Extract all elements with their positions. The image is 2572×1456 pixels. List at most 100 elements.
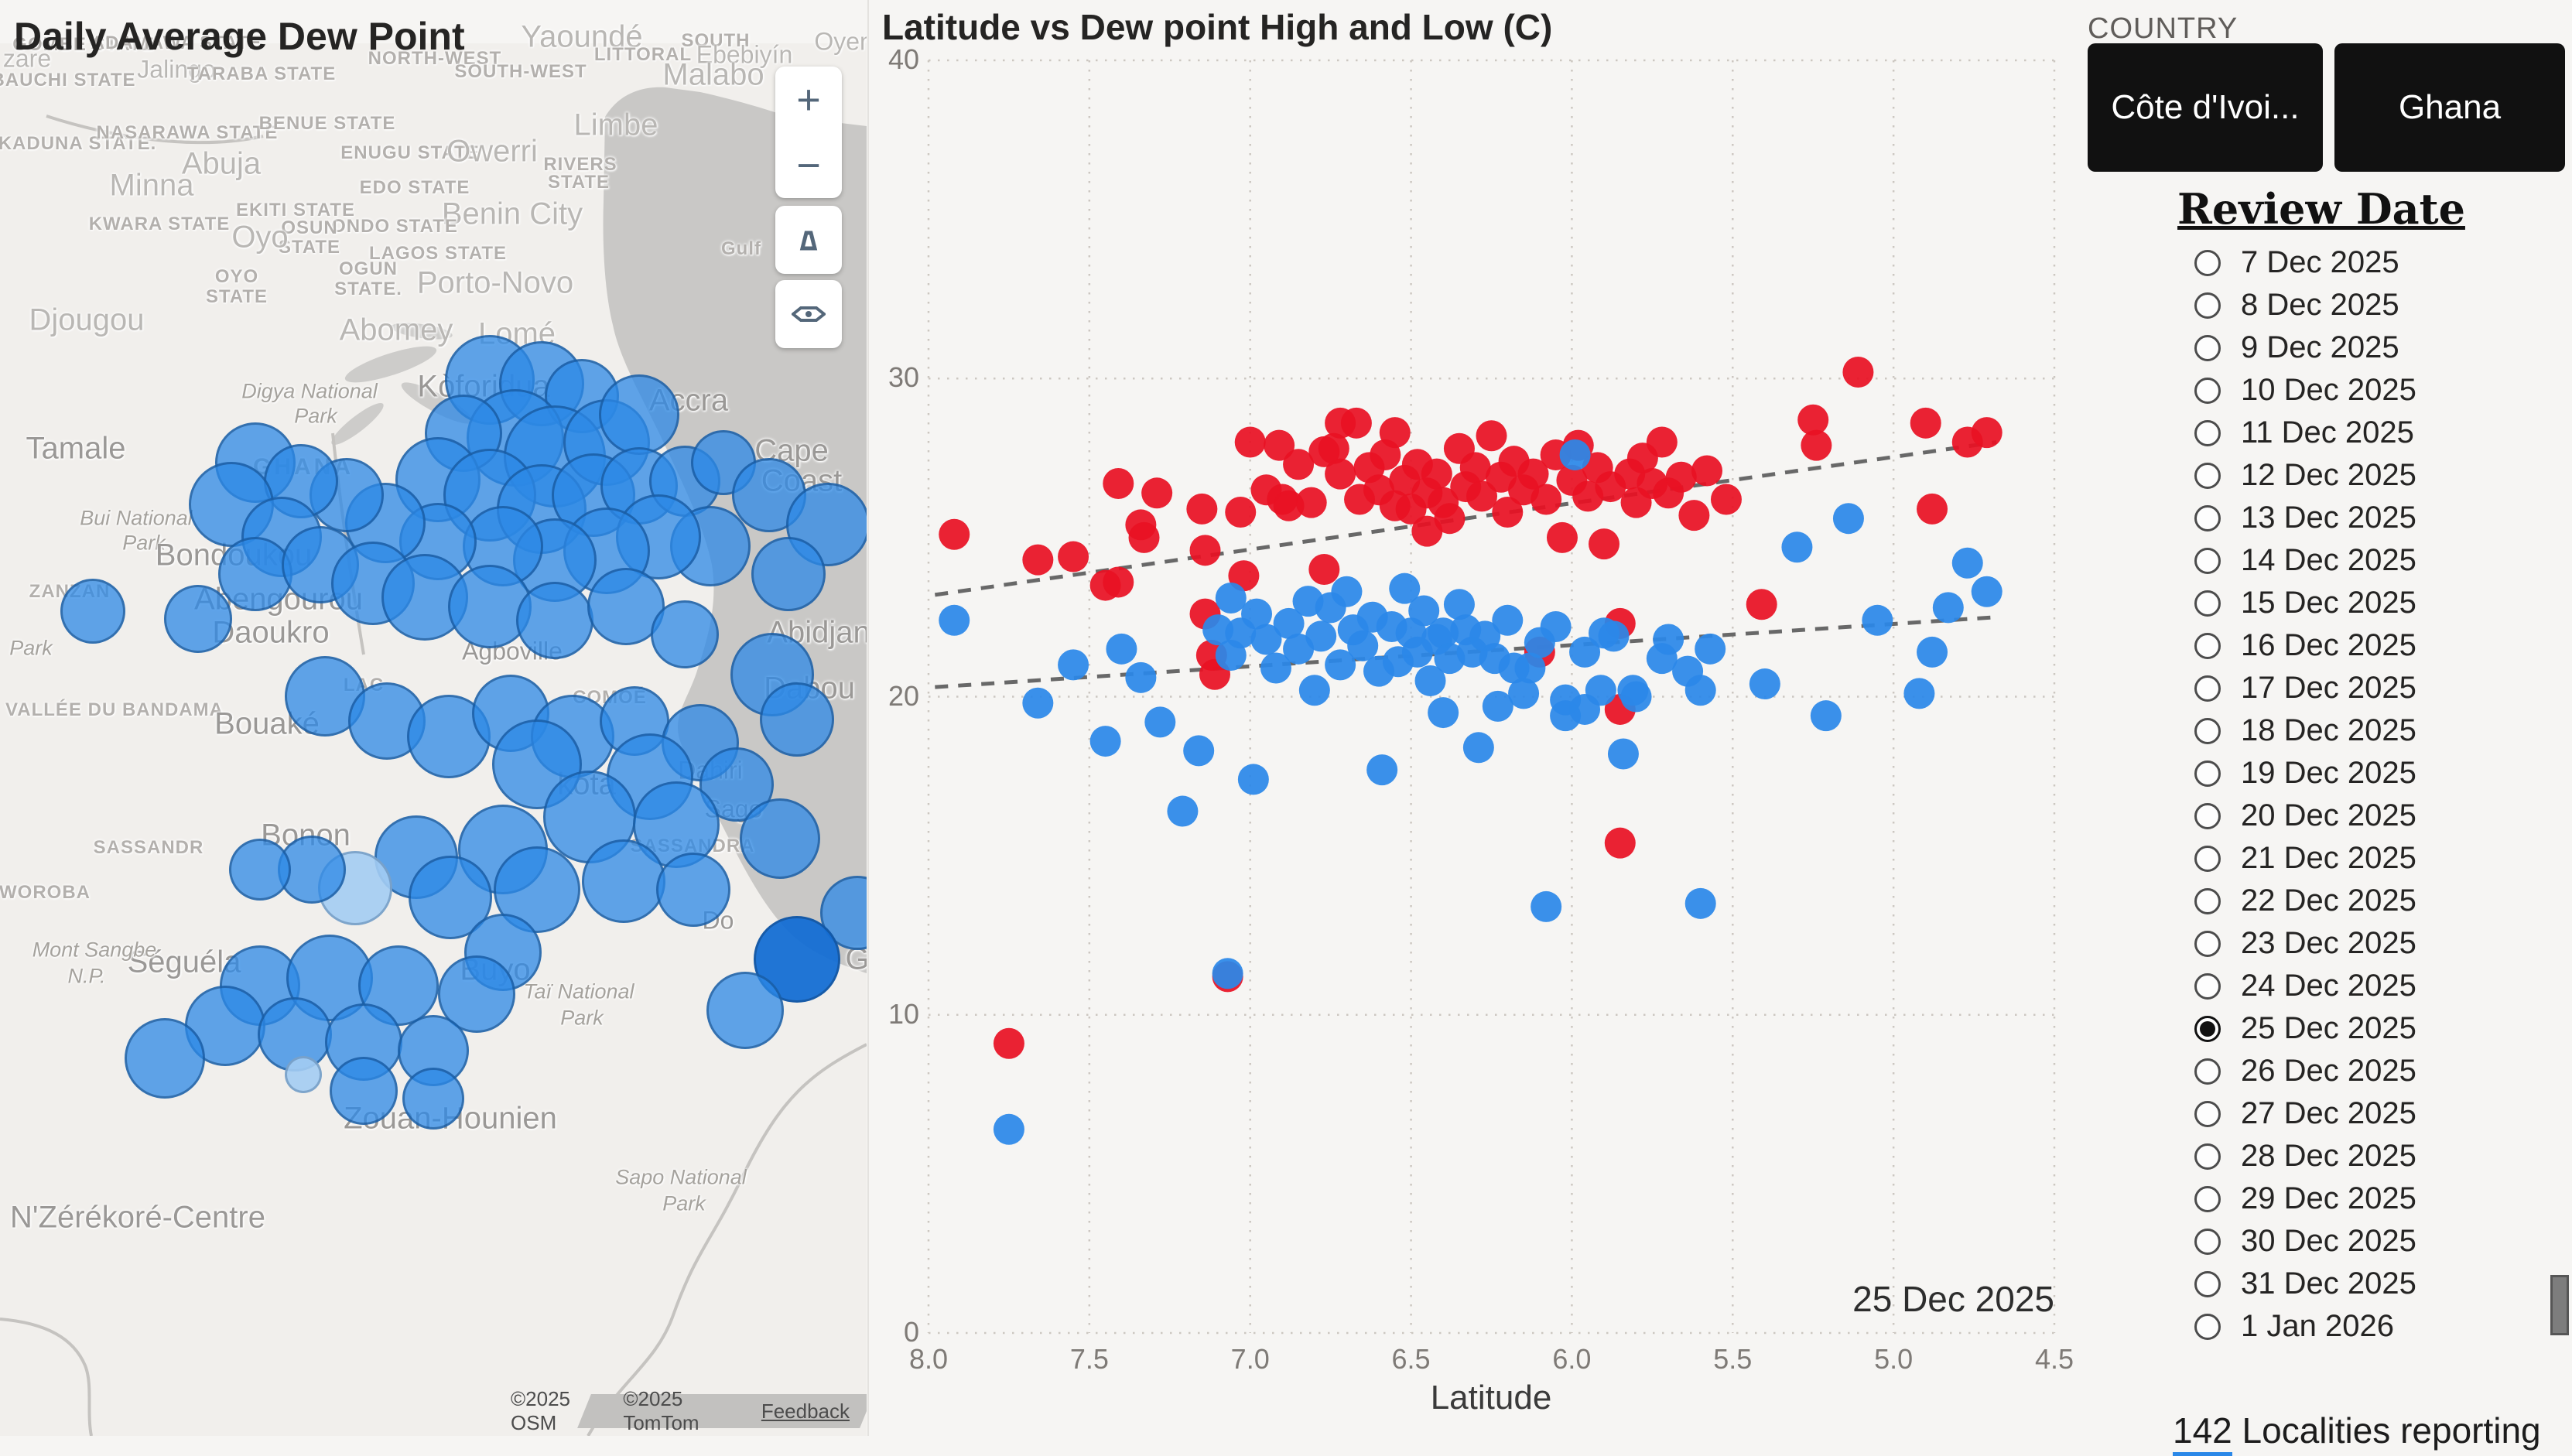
map-bubble[interactable] <box>60 579 125 644</box>
radio-icon[interactable] <box>2194 760 2221 787</box>
scatter-point-low[interactable] <box>1482 690 1513 722</box>
radio-icon[interactable] <box>2194 462 2221 489</box>
scatter-point-low[interactable] <box>1653 624 1684 655</box>
scatter-point-low[interactable] <box>1951 547 1983 579</box>
review-date-option[interactable]: 25 Dec 2025 <box>2194 1007 2558 1050</box>
review-date-option[interactable]: 28 Dec 2025 <box>2194 1135 2558 1177</box>
review-date-option[interactable]: 15 Dec 2025 <box>2194 582 2558 624</box>
radio-icon[interactable] <box>2194 1058 2221 1085</box>
scrollbar-thumb[interactable] <box>2550 1275 2569 1335</box>
scatter-point-low[interactable] <box>1462 732 1494 764</box>
radio-icon[interactable] <box>2194 802 2221 829</box>
scatter-point-low[interactable] <box>1347 630 1379 661</box>
map-bubble[interactable] <box>330 1057 398 1125</box>
map-bubble[interactable] <box>599 374 679 455</box>
scatter-point-low[interactable] <box>1569 636 1601 668</box>
scatter-point-low[interactable] <box>1607 738 1639 770</box>
scatter-point-high[interactable] <box>1318 432 1349 464</box>
review-date-option[interactable]: 16 Dec 2025 <box>2194 624 2558 667</box>
scatter-point-high[interactable] <box>1646 426 1678 458</box>
scatter-point-high[interactable] <box>1917 493 1948 525</box>
scatter-point-low[interactable] <box>1215 640 1247 672</box>
scatter-point-low[interactable] <box>1862 604 1893 636</box>
review-date-option[interactable]: 7 Dec 2025 <box>2194 241 2558 284</box>
scatter-point-low[interactable] <box>1215 583 1247 614</box>
scatter-point-low[interactable] <box>1125 661 1157 693</box>
scatter-point-high[interactable] <box>1225 496 1257 528</box>
radio-icon[interactable] <box>2194 1313 2221 1340</box>
scatter-point-low[interactable] <box>1695 633 1726 665</box>
radio-icon[interactable] <box>2194 1015 2221 1042</box>
scatter-point-high[interactable] <box>1801 429 1832 461</box>
scatter-point-low[interactable] <box>1514 652 1546 684</box>
radio-icon[interactable] <box>2194 632 2221 659</box>
map-zoom-out-button[interactable]: − <box>775 132 842 198</box>
map-bubble[interactable] <box>229 839 291 901</box>
radio-icon[interactable] <box>2194 972 2221 1000</box>
radio-icon[interactable] <box>2194 590 2221 617</box>
map-bubble[interactable] <box>402 1068 464 1130</box>
scatter-point-high[interactable] <box>1531 484 1562 515</box>
scatter-point-low[interactable] <box>1305 620 1337 652</box>
review-date-option[interactable]: 18 Dec 2025 <box>2194 709 2558 752</box>
scatter-point-low[interactable] <box>1932 592 1964 624</box>
review-date-option[interactable]: 12 Dec 2025 <box>2194 454 2558 497</box>
scatter-point-high[interactable] <box>1340 407 1372 439</box>
scatter-point-low[interactable] <box>1058 649 1089 681</box>
map-bubble[interactable] <box>760 682 834 757</box>
radio-icon[interactable] <box>2194 717 2221 744</box>
radio-icon[interactable] <box>2194 334 2221 361</box>
map-zoom-in-button[interactable]: + <box>775 67 842 132</box>
scatter-point-low[interactable] <box>1810 700 1842 732</box>
review-date-option[interactable]: 26 Dec 2025 <box>2194 1050 2558 1092</box>
scatter-point-low[interactable] <box>1540 611 1572 643</box>
scatter-point-low[interactable] <box>1559 439 1591 470</box>
scatter-point-low[interactable] <box>1492 604 1524 636</box>
scatter-point-low[interactable] <box>939 604 970 636</box>
review-date-option[interactable]: 17 Dec 2025 <box>2194 667 2558 709</box>
scatter-point-low[interactable] <box>1260 652 1291 684</box>
scatter-point-high[interactable] <box>1459 452 1491 484</box>
scatter-point-high[interactable] <box>1678 500 1710 531</box>
scatter-point-high[interactable] <box>993 1027 1024 1059</box>
scatter-point-high[interactable] <box>1466 480 1498 512</box>
review-date-option[interactable]: 27 Dec 2025 <box>2194 1092 2558 1135</box>
radio-icon[interactable] <box>2194 1100 2221 1127</box>
scatter-point-low[interactable] <box>1598 620 1630 652</box>
scatter-point-low[interactable] <box>1781 531 1813 563</box>
country-button-ghana[interactable]: Ghana <box>2334 43 2565 172</box>
map-bubble[interactable] <box>218 537 292 611</box>
scatter-point-low[interactable] <box>1832 503 1864 535</box>
map-bubble[interactable] <box>740 798 820 879</box>
scatter-point-low[interactable] <box>1508 678 1540 709</box>
map-bubble[interactable] <box>706 972 784 1049</box>
scatter-point-low[interactable] <box>1917 636 1948 668</box>
scatter-point-high[interactable] <box>939 518 970 550</box>
review-date-option[interactable]: 20 Dec 2025 <box>2194 795 2558 837</box>
scatter-point-low[interactable] <box>1241 598 1273 630</box>
scatter-point-high[interactable] <box>1234 426 1266 458</box>
scatter-point-low[interactable] <box>1971 576 2003 607</box>
country-button-cote-divoire[interactable]: Côte d'Ivoi... <box>2088 43 2323 172</box>
review-date-option[interactable]: 8 Dec 2025 <box>2194 284 2558 326</box>
scatter-point-high[interactable] <box>1710 484 1742 515</box>
radio-icon[interactable] <box>2194 1185 2221 1212</box>
scatter-point-low[interactable] <box>1167 795 1199 827</box>
radio-icon[interactable] <box>2194 547 2221 574</box>
review-date-option[interactable]: 22 Dec 2025 <box>2194 880 2558 922</box>
radio-icon[interactable] <box>2194 292 2221 319</box>
scatter-point-high[interactable] <box>1746 589 1777 620</box>
scatter-point-low[interactable] <box>1106 633 1137 665</box>
scatter-point-high[interactable] <box>1283 449 1315 480</box>
map-canvas[interactable]: zare GOMBE STATE BAUCHI STATE ADAMAWA STATE… <box>0 20 867 1436</box>
map-bubble[interactable] <box>751 537 826 611</box>
radio-icon[interactable] <box>2194 1228 2221 1255</box>
scatter-point-low[interactable] <box>1250 624 1282 655</box>
scatter-point-low[interactable] <box>1089 726 1121 757</box>
scatter-point-high[interactable] <box>1492 496 1524 528</box>
scatter-point-low[interactable] <box>1389 572 1421 604</box>
review-date-option[interactable]: 1 Jan 2026 <box>2194 1305 2558 1348</box>
scatter-point-high[interactable] <box>1058 541 1089 572</box>
scatter-point-low[interactable] <box>1325 649 1356 681</box>
scatter-point-high[interactable] <box>1325 458 1356 490</box>
